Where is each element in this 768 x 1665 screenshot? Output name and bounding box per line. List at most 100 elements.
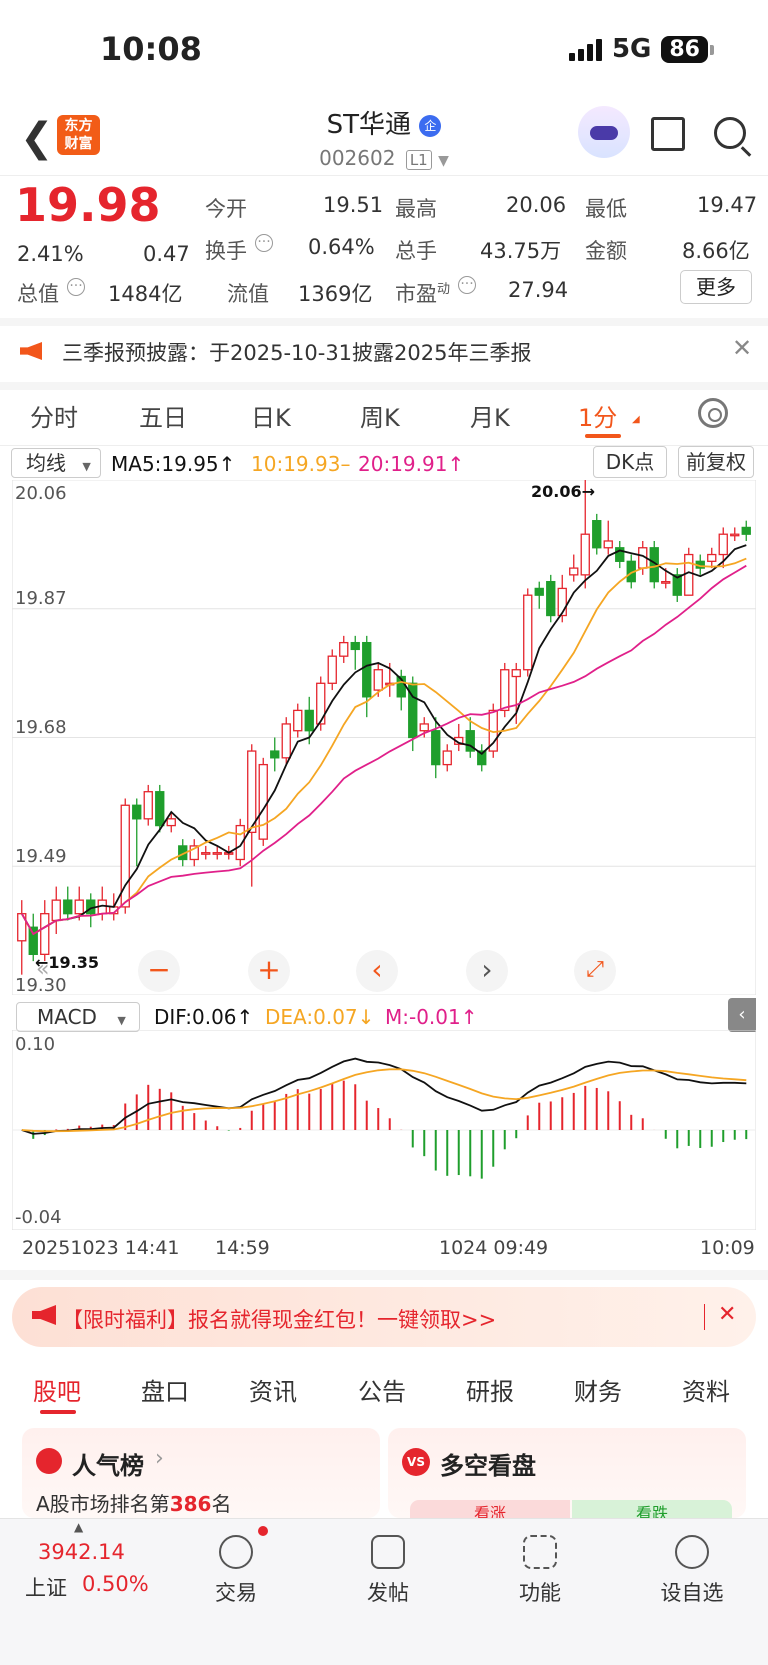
- candle-body: [17, 913, 27, 942]
- index-change[interactable]: 0.50%: [82, 1572, 149, 1596]
- popularity-card[interactable]: [22, 1428, 380, 1518]
- tab-research[interactable]: 研报: [466, 1378, 514, 1406]
- y-tick-label: 19.87: [15, 588, 67, 609]
- low-value: 19.47: [697, 193, 758, 217]
- candle-body: [592, 520, 602, 549]
- tab-1min[interactable]: 1分: [578, 404, 618, 432]
- candle-body: [143, 791, 153, 820]
- candle-body: [270, 750, 280, 759]
- candle-body: [155, 791, 165, 827]
- x-tick-label: 14:59: [215, 1237, 270, 1259]
- info-icon[interactable]: ···: [67, 278, 85, 296]
- candle-body: [419, 723, 429, 732]
- tab-five-day[interactable]: 五日: [139, 404, 187, 432]
- dk-point-button[interactable]: DK点: [593, 446, 667, 478]
- info-icon[interactable]: ···: [255, 234, 273, 252]
- stock-title: ST华通 企: [0, 104, 768, 141]
- popularity-rank: A股市场排名第386名: [36, 1492, 232, 1516]
- tab-monthly-k[interactable]: 月K: [470, 404, 510, 432]
- dif-line: [21, 1057, 747, 1135]
- nav-function[interactable]: 功能: [490, 1535, 590, 1607]
- change-amount: 0.47: [143, 242, 190, 266]
- tab-news[interactable]: 资讯: [249, 1378, 297, 1406]
- up-arrow-icon: ▲: [74, 1520, 84, 1534]
- index-value[interactable]: 3942.14: [38, 1540, 125, 1564]
- nav-post[interactable]: 发帖: [338, 1535, 438, 1607]
- popularity-title: 人气榜: [72, 1452, 144, 1480]
- adjust-button[interactable]: 前复权: [678, 446, 754, 478]
- high-annotation: 20.06→: [531, 482, 596, 501]
- ma10-legend: 10:19.93–: [251, 452, 351, 476]
- share-icon[interactable]: [651, 117, 685, 151]
- close-icon[interactable]: ✕: [732, 334, 753, 362]
- nav-watchlist[interactable]: 设自选: [642, 1535, 742, 1607]
- gear-icon[interactable]: [698, 398, 728, 428]
- tab-weekly-k[interactable]: 周K: [360, 404, 400, 432]
- promo-text[interactable]: 【限时福利】报名就得现金红包！一键领取>>: [62, 1308, 497, 1332]
- turnover-value: 0.64%: [308, 235, 375, 259]
- macd-select[interactable]: MACD ▼: [16, 1002, 140, 1032]
- more-button[interactable]: 更多: [680, 270, 752, 304]
- bottom-nav: [0, 1518, 768, 1665]
- notice-text[interactable]: 三季报预披露：于2025-10-31披露2025年三季报: [62, 341, 532, 365]
- double-left-icon[interactable]: «: [36, 957, 50, 982]
- candle-body: [293, 709, 303, 732]
- ai-assistant-icon[interactable]: [578, 106, 630, 158]
- grid-icon: [523, 1535, 557, 1569]
- candlestick-chart[interactable]: [12, 480, 756, 995]
- candle-body: [580, 533, 590, 576]
- tab-intraday[interactable]: 分时: [30, 404, 78, 432]
- candle-body: [258, 763, 268, 840]
- tab-forum[interactable]: 股吧: [33, 1378, 81, 1406]
- tab-announcements[interactable]: 公告: [358, 1378, 406, 1406]
- candle-body: [718, 533, 728, 556]
- bear-button[interactable]: 看跌: [572, 1500, 732, 1518]
- macd-tick-label: -0.04: [15, 1207, 62, 1228]
- stock-code: 002602: [319, 146, 396, 170]
- nav-trade[interactable]: 交易: [186, 1535, 286, 1607]
- promo-banner[interactable]: [12, 1287, 756, 1347]
- candle-body: [247, 750, 257, 834]
- app-logo[interactable]: 东方 财富: [57, 115, 100, 155]
- pan-right-button[interactable]: ›: [466, 950, 508, 992]
- candle-body: [362, 641, 372, 698]
- tab-order-book[interactable]: 盘口: [141, 1378, 189, 1406]
- edit-icon: [371, 1535, 405, 1569]
- candle-body: [477, 750, 487, 766]
- turnover-label: 换手: [205, 239, 247, 263]
- index-name[interactable]: 上证: [25, 1576, 67, 1600]
- tab-finance[interactable]: 财务: [574, 1378, 622, 1406]
- indicator-select[interactable]: 均线 ▼: [11, 448, 101, 478]
- ranking-icon: [36, 1448, 62, 1474]
- back-icon[interactable]: ❮: [20, 115, 54, 161]
- section-divider: [0, 318, 768, 326]
- collapse-panel-button[interactable]: ‹: [728, 998, 756, 1032]
- x-tick-label: 20251023 14:41: [22, 1237, 180, 1259]
- tab-daily-k[interactable]: 日K: [251, 404, 291, 432]
- zoom-in-button[interactable]: +: [248, 950, 290, 992]
- dif-legend: DIF:0.06↑: [154, 1005, 254, 1029]
- active-tab-indicator: [40, 1410, 76, 1414]
- candle-body: [74, 899, 84, 915]
- header-divider: [0, 175, 768, 176]
- pe-value: 27.94: [508, 278, 569, 302]
- candle-body: [431, 730, 441, 766]
- stock-code-row[interactable]: 002602 L1 ▼: [0, 146, 768, 170]
- close-icon[interactable]: ✕: [718, 1302, 737, 1327]
- candle-body: [212, 852, 222, 855]
- tab-profile[interactable]: 资料: [682, 1378, 730, 1406]
- candle-body: [546, 580, 556, 617]
- chevron-down-icon: ▼: [438, 153, 449, 169]
- bull-button[interactable]: 看涨: [410, 1500, 570, 1518]
- vs-icon: VS: [402, 1448, 430, 1476]
- zoom-out-button[interactable]: −: [138, 950, 180, 992]
- low-annotation: ←19.35: [35, 953, 100, 972]
- y-tick-label: 19.68: [15, 717, 67, 738]
- y-tick-label: 19.30: [15, 975, 67, 996]
- candle-body: [569, 567, 579, 576]
- search-icon[interactable]: [714, 117, 746, 149]
- pan-left-button[interactable]: ‹: [356, 950, 398, 992]
- info-icon[interactable]: ···: [458, 276, 476, 294]
- fullscreen-icon[interactable]: ⤢: [574, 950, 616, 992]
- open-label: 今开: [205, 197, 247, 221]
